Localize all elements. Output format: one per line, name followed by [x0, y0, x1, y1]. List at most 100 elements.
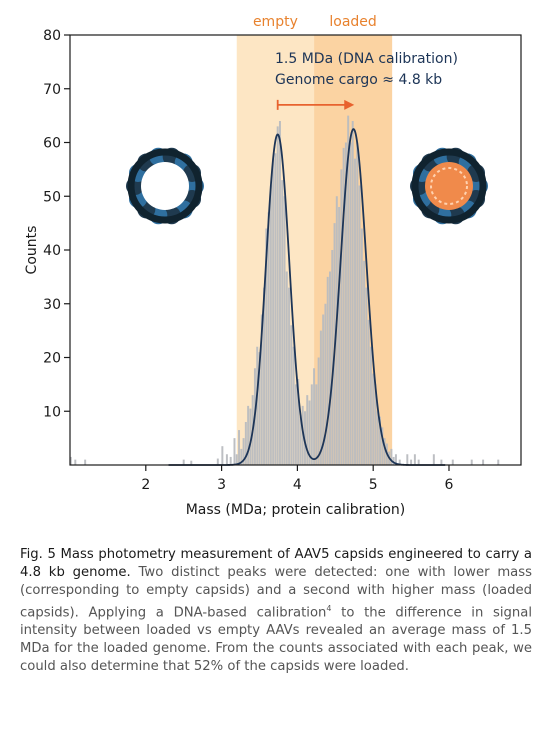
- histogram-bar: [340, 169, 343, 465]
- capsid-shell: [127, 148, 203, 224]
- histogram-bar: [278, 121, 281, 465]
- histogram-bar: [303, 411, 306, 465]
- y-tick-label: 60: [43, 136, 61, 152]
- histogram-bar: [329, 271, 331, 465]
- histogram-bar: [235, 454, 238, 465]
- arrow-head: [344, 99, 355, 110]
- histogram-bar: [258, 352, 261, 465]
- caption-body: Two distinct peaks were detected: one wi…: [20, 565, 532, 621]
- x-tick-label: 5: [369, 477, 378, 493]
- histogram-bar: [274, 153, 277, 465]
- x-tick-label: 6: [445, 477, 454, 493]
- histogram-bar: [240, 448, 243, 465]
- histogram-bar: [283, 196, 286, 465]
- histogram-bar: [306, 395, 309, 465]
- caption-title: Fig. 5 Mass photometry measurement of AA…: [20, 547, 532, 580]
- histogram-bar: [221, 446, 224, 465]
- histogram-bar: [413, 454, 416, 465]
- histogram-bar: [440, 459, 443, 465]
- histogram-bar: [324, 303, 327, 465]
- histogram-bar: [260, 314, 263, 465]
- empty-capsid-icon: [126, 147, 204, 225]
- y-axis-title: Counts: [24, 226, 40, 275]
- histogram-bar: [381, 427, 384, 465]
- figure-caption: Fig. 5 Mass photometry measurement of AA…: [20, 546, 532, 676]
- histogram-bar: [367, 319, 370, 465]
- histogram-bar: [249, 408, 252, 465]
- histogram-bar: [376, 411, 379, 465]
- histogram-bar: [244, 422, 247, 465]
- histogram-bar: [482, 459, 485, 465]
- axes-layer: 10 20 30 40 50 60 70 80 2 3 4 5 6: [43, 28, 522, 493]
- histogram-bar: [379, 416, 382, 465]
- histogram-bar: [349, 142, 352, 465]
- histogram-bar: [406, 454, 409, 465]
- histogram-bar: [363, 260, 366, 465]
- region-label-empty: empty: [253, 14, 298, 30]
- histogram-bar: [351, 121, 354, 465]
- histogram-bar: [256, 346, 259, 465]
- histogram-bar: [263, 287, 266, 465]
- capsid-shell: [411, 148, 487, 224]
- y-tick-label: 50: [43, 189, 61, 205]
- x-tick-label: 2: [141, 477, 150, 493]
- histogram-bar: [390, 448, 393, 465]
- histogram-bar: [190, 460, 193, 465]
- histogram-bar: [272, 158, 275, 465]
- histogram-chart: 10 20 30 40 50 60 70 80 2 3 4 5 6 empty loaded Mass (M…: [24, 14, 522, 518]
- histogram-bar: [247, 405, 250, 465]
- histogram-bar: [394, 454, 397, 465]
- histogram-bar: [338, 207, 341, 465]
- capsid-cargo: [425, 162, 473, 210]
- histogram-bar: [216, 458, 219, 465]
- x-tick-label: 4: [293, 477, 302, 493]
- histogram-bar: [432, 454, 435, 465]
- capsid-empty-core: [141, 162, 189, 210]
- histogram-bar: [347, 115, 350, 465]
- annotation-text: 1.5 MDa (DNA calibration): [275, 51, 458, 67]
- histogram-bar: [281, 180, 284, 465]
- y-tick-label: 30: [43, 297, 61, 313]
- histogram-bar: [497, 459, 500, 465]
- histogram-bar: [360, 228, 363, 465]
- histogram-bar: [290, 325, 293, 465]
- histogram-bar: [308, 400, 311, 465]
- histogram-bar: [369, 346, 372, 465]
- y-tick-label: 80: [43, 28, 61, 44]
- y-tick-label: 20: [43, 351, 61, 367]
- region-label-loaded: loaded: [329, 14, 376, 30]
- histogram-bar: [451, 459, 454, 465]
- histogram-bar: [315, 384, 318, 465]
- mass-photometry-figure: 10 20 30 40 50 60 70 80 2 3 4 5 6 empty loaded Mass (M…: [24, 14, 522, 518]
- histogram-bars: [69, 115, 500, 465]
- histogram-bar: [267, 212, 270, 465]
- chart-text: empty loaded Mass (MDa; protein calibratio…: [24, 14, 458, 518]
- y-tick-label: 70: [43, 82, 61, 98]
- histogram-bar: [365, 287, 368, 465]
- histogram-bar: [69, 456, 72, 465]
- histogram-bar: [182, 459, 185, 465]
- histogram-bar: [294, 384, 297, 465]
- histogram-bar: [292, 346, 295, 465]
- histogram-bar: [229, 456, 232, 465]
- histogram-bar: [233, 438, 236, 465]
- caption-reference: 4: [326, 604, 332, 613]
- histogram-bar: [299, 416, 302, 465]
- caption-body-continued: to the difference in signal intensity be…: [20, 605, 532, 675]
- histogram-bar: [417, 459, 420, 465]
- histogram-bar: [354, 158, 356, 465]
- loaded-capsid-icon: [410, 147, 488, 225]
- histogram-bar: [319, 330, 322, 465]
- histogram-bar: [242, 438, 245, 465]
- histogram-bar: [313, 368, 316, 465]
- histogram-bar: [285, 271, 288, 465]
- histogram-bar: [310, 384, 313, 465]
- histogram-bar: [74, 459, 77, 465]
- x-tick-label: 3: [217, 477, 226, 493]
- histogram-bar: [392, 456, 395, 465]
- histogram-bar: [265, 228, 268, 465]
- histogram-bar: [238, 430, 241, 465]
- histogram-bar: [342, 147, 345, 465]
- y-tick-label: 10: [43, 404, 61, 420]
- histogram-bar: [326, 276, 329, 465]
